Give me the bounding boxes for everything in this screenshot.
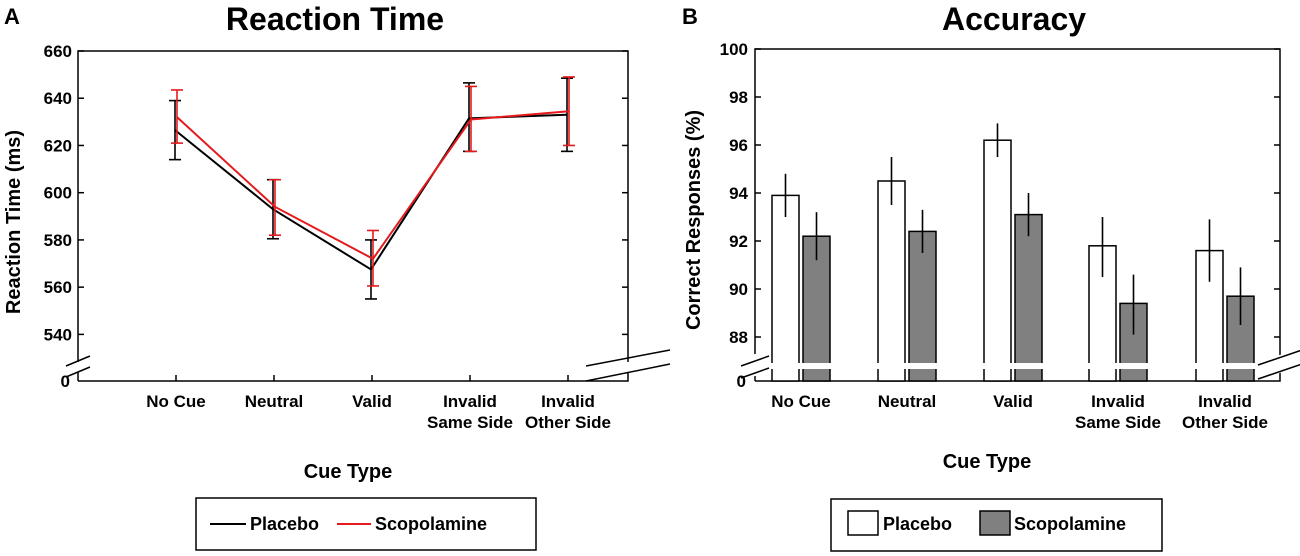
acc-y-zero-label: 0	[737, 372, 746, 391]
acc-legend-placebo: Placebo	[883, 514, 952, 534]
rt-legend: Placebo Scopolamine	[195, 497, 537, 551]
rt-legend-scopolamine: Scopolamine	[375, 514, 487, 534]
rt-left-break-mark	[65, 366, 91, 378]
rt-x-label-valid: Valid	[352, 392, 392, 411]
acc-xlabel: Cue Type	[943, 451, 1032, 473]
acc-bar-scopolamine	[908, 230, 937, 382]
rt-y-tick-label: 600	[44, 184, 72, 203]
rt-title: Reaction Time	[226, 1, 444, 37]
acc-bar-scopolamine	[1014, 213, 1043, 382]
rt-x-label-invalid-same-side: Same Side	[427, 413, 513, 432]
acc-bar-placebo	[771, 194, 800, 382]
rt-y-tick-label: 580	[44, 231, 72, 250]
acc-legend-swatch-placebo	[847, 510, 879, 536]
rt-x-label-neutral: Neutral	[245, 392, 304, 411]
acc-plot: 88 90 92 94 96 98 100 0 No Cue Neutral Valid Invali…	[720, 40, 1300, 432]
rt-plot: 540 560 580 600 620 640 660 0 No Cue Neutral Valid…	[44, 42, 671, 432]
acc-legend-swatch-scopolamine	[979, 510, 1011, 536]
rt-y-tick-label: 560	[44, 278, 72, 297]
rt-y-tick-label: 660	[44, 42, 72, 61]
rt-right-break-gap	[586, 362, 670, 372]
acc-legend-scopolamine: Scopolamine	[1014, 514, 1126, 534]
rt-y-tick-label: 640	[44, 89, 72, 108]
rt-legend-placebo: Placebo	[250, 514, 319, 534]
rt-xlabel: Cue Type	[304, 461, 393, 483]
rt-y-zero-label: 0	[61, 372, 70, 391]
acc-x-label-invalid-other-side: Invalid	[1198, 392, 1252, 411]
rt-left-break-mark	[65, 355, 91, 367]
acc-x-label-neutral: Neutral	[878, 392, 937, 411]
rt-axes-frame	[77, 50, 629, 382]
acc-y-tick-label: 98	[729, 88, 748, 107]
rt-x-label-no-cue: No Cue	[146, 392, 206, 411]
acc-y-tick-label: 88	[729, 328, 748, 347]
acc-y-tick-label: 92	[729, 232, 748, 251]
rt-x-label-invalid-other-side: Invalid	[541, 392, 595, 411]
rt-x-label-invalid-other-side: Other Side	[525, 413, 611, 432]
rt-x-label-invalid-same-side: Invalid	[443, 392, 497, 411]
acc-bar-placebo	[877, 180, 906, 382]
acc-ylabel: Correct Responses (%)	[683, 110, 705, 330]
panel-a-letter: A	[4, 4, 20, 29]
acc-title: Accuracy	[942, 1, 1086, 37]
acc-left-break-mark	[740, 367, 770, 379]
acc-right-break-gap	[1258, 348, 1300, 380]
acc-x-label-no-cue: No Cue	[771, 392, 831, 411]
acc-bar-scopolamine	[802, 235, 831, 382]
acc-x-label-invalid-other-side: Other Side	[1182, 413, 1268, 432]
acc-right-break-mark	[1257, 349, 1300, 366]
acc-x-label-valid: Valid	[993, 392, 1033, 411]
rt-right-break-mark	[585, 349, 671, 367]
acc-x-label-invalid-same-side: Same Side	[1075, 413, 1161, 432]
acc-right-break-mark	[1257, 363, 1300, 380]
acc-legend: Placebo Scopolamine	[830, 498, 1163, 552]
acc-left-break-mark	[740, 355, 770, 367]
rt-y-tick-label: 540	[44, 325, 72, 344]
acc-bar-placebo	[983, 139, 1012, 382]
acc-y-tick-label: 90	[729, 280, 748, 299]
rt-right-break-mark	[585, 363, 671, 382]
rt-y-tick-label: 620	[44, 136, 72, 155]
acc-y-tick-label: 96	[729, 136, 748, 155]
acc-x-label-invalid-same-side: Invalid	[1091, 392, 1145, 411]
rt-ylabel: Reaction Time (ms)	[3, 130, 25, 314]
acc-y-tick-label: 100	[720, 40, 748, 59]
acc-break-anchor	[743, 352, 744, 353]
panel-b-letter: B	[682, 4, 698, 29]
acc-y-tick-label: 94	[729, 184, 748, 203]
rt-left-break-gap	[66, 362, 90, 372]
acc-break-gap	[741, 363, 1300, 369]
